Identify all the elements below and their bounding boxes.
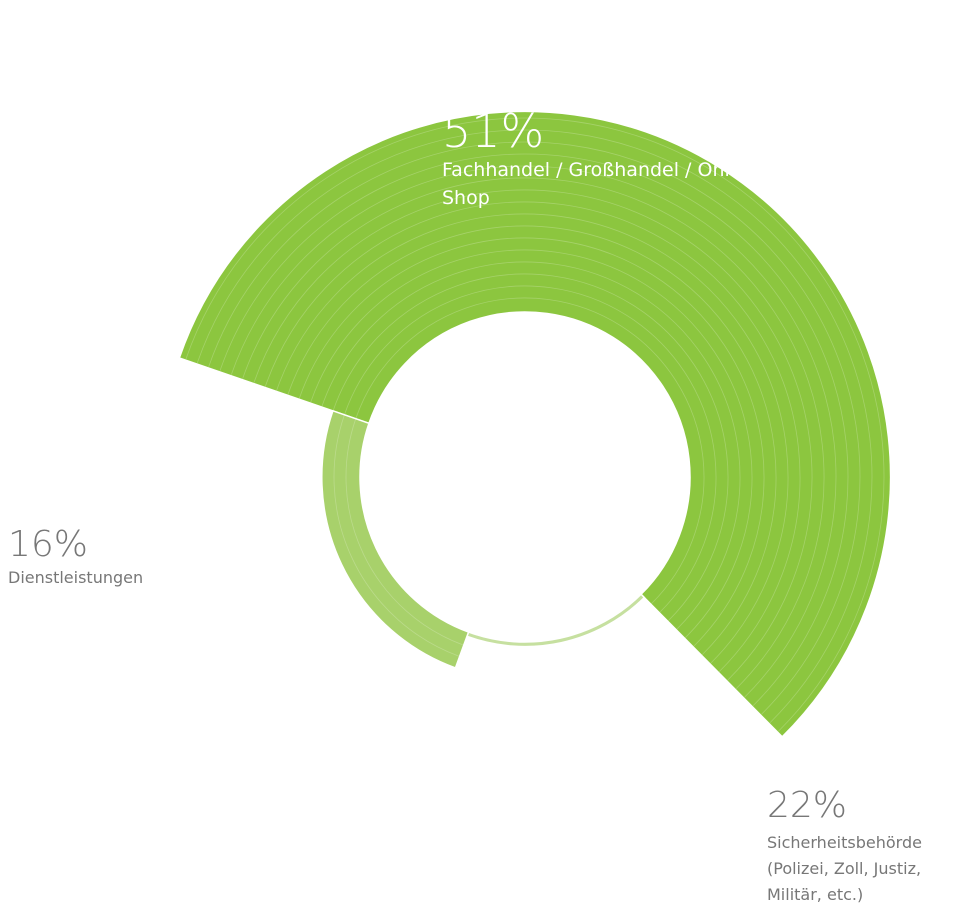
slice-label-sicherheitsbehoerde: 22% Sicherheitsbehörde (Polizei, Zoll, J… (767, 788, 965, 908)
slice-name-sicherheitsbehoerde: Sicherheitsbehörde (Polizei, Zoll, Justi… (767, 833, 922, 904)
slice-name-dienstleistungen: Dienstleistungen (8, 568, 144, 587)
slice-ring-line (276, 213, 789, 664)
slice-ring-line (253, 189, 813, 681)
slice-sicherheitsbehoerde (321, 409, 470, 669)
center-hole (372, 324, 678, 630)
slice-ring-line (321, 261, 741, 630)
slice-ring-line (196, 129, 873, 724)
slice-ring-line (344, 285, 717, 613)
slice-ring-line (332, 273, 729, 622)
slice-ring-line (219, 153, 849, 707)
slice-percent-fachhandel: 51% (442, 104, 545, 158)
slice-ring-line (287, 225, 777, 656)
slice-wedge-sicherheitsbehoerde (321, 409, 470, 669)
slice-percent-dienstleistungen: 16% (8, 524, 89, 565)
slice-ring-line (345, 419, 464, 646)
slice-label-dienstleistungen: 16% Dienstleistungen (8, 527, 143, 589)
slice-label-fachhandel: 51% Fachhandel / Großhandel / Online-Sho… (442, 108, 772, 212)
slice-ring-line (242, 177, 825, 690)
slice-ring-line (185, 117, 885, 732)
slice-ring-line (298, 237, 765, 647)
slice-ring-line (333, 415, 460, 657)
slice-ring-line (230, 165, 837, 698)
pie-slices (178, 110, 892, 738)
slice-ring-line (310, 249, 753, 639)
slice-ring-line (264, 201, 801, 673)
slice-ring-line (208, 141, 861, 715)
slice-name-fachhandel: Fachhandel / Großhandel / Online-Shop (442, 159, 766, 209)
center-ring (366, 318, 684, 636)
slice-wedge-fachhandel (178, 110, 892, 738)
slice-ring-line (355, 297, 705, 605)
slice-fachhandel (178, 110, 892, 738)
slice-percent-sicherheitsbehoerde: 22% (767, 785, 848, 826)
